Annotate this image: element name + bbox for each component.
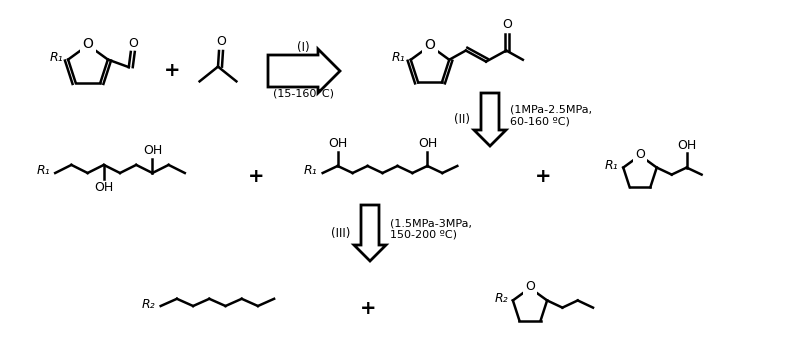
- Text: +: +: [164, 61, 180, 81]
- Text: O: O: [128, 37, 138, 50]
- Text: R₂: R₂: [142, 297, 156, 310]
- Polygon shape: [474, 93, 506, 146]
- Text: R₁: R₁: [605, 159, 618, 172]
- Text: R₂: R₂: [494, 292, 508, 305]
- Text: (1.5MPa-3MPa,
150-200 ºC): (1.5MPa-3MPa, 150-200 ºC): [390, 218, 472, 240]
- Text: (I): (I): [297, 41, 310, 54]
- Polygon shape: [354, 205, 386, 261]
- Text: +: +: [360, 300, 376, 318]
- Text: OH: OH: [94, 181, 114, 194]
- Text: +: +: [534, 166, 551, 186]
- Text: R₁: R₁: [37, 165, 50, 178]
- Text: OH: OH: [677, 139, 696, 152]
- Text: O: O: [425, 38, 435, 52]
- Text: O: O: [216, 35, 226, 48]
- Text: O: O: [525, 280, 535, 293]
- Text: R₁: R₁: [304, 165, 318, 178]
- Text: O: O: [502, 18, 512, 31]
- Text: OH: OH: [418, 137, 437, 150]
- Text: +: +: [248, 166, 264, 186]
- Text: O: O: [82, 37, 94, 51]
- Text: R₁: R₁: [392, 51, 406, 64]
- Text: R₁: R₁: [50, 51, 63, 64]
- Text: OH: OH: [328, 137, 347, 150]
- Text: (1MPa-2.5MPa,
60-160 ºC): (1MPa-2.5MPa, 60-160 ºC): [510, 105, 592, 126]
- Text: (15-160°C): (15-160°C): [273, 88, 334, 98]
- Text: OH: OH: [142, 144, 162, 157]
- Text: (II): (II): [454, 113, 470, 126]
- Text: (III): (III): [330, 226, 350, 239]
- Polygon shape: [268, 49, 340, 93]
- Text: O: O: [635, 148, 645, 161]
